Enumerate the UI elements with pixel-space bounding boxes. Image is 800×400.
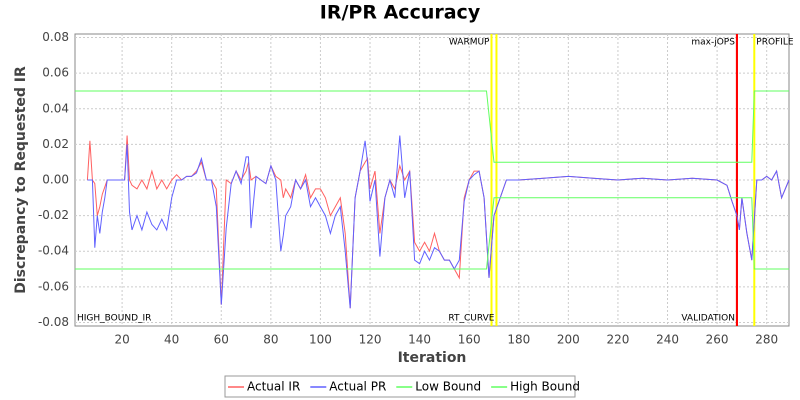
- x-tick-label: 100: [309, 333, 332, 347]
- chart-title: IR/PR Accuracy: [320, 2, 481, 24]
- marker-label: HIGH_BOUND_IR: [77, 314, 151, 324]
- x-tick-label: 40: [164, 333, 179, 347]
- legend-label: Actual PR: [329, 380, 386, 394]
- series-line: [87, 135, 790, 309]
- y-tick-label: -0.02: [38, 208, 69, 222]
- x-tick-label: 160: [458, 333, 481, 347]
- legend-label: High Bound: [510, 380, 580, 394]
- x-tick-label: 280: [755, 333, 778, 347]
- x-tick-label: 20: [114, 333, 129, 347]
- series-line: [75, 197, 789, 270]
- x-tick-label: 60: [214, 333, 229, 347]
- x-axis-label: Iteration: [398, 350, 467, 366]
- legend-label: Actual IR: [247, 380, 300, 394]
- y-tick-label: 0.00: [42, 173, 69, 187]
- y-tick-label: 0.02: [42, 137, 69, 151]
- marker-label: RT_CURVE: [448, 314, 494, 324]
- y-tick-label: 0.04: [42, 101, 69, 115]
- legend-label: Low Bound: [415, 380, 481, 394]
- y-tick-label: -0.04: [38, 244, 69, 258]
- series-line: [75, 90, 789, 163]
- x-tick-label: 240: [656, 333, 679, 347]
- x-tick-label: 200: [557, 333, 580, 347]
- marker-label: max-jOPS: [691, 38, 735, 48]
- x-tick-label: 260: [706, 333, 729, 347]
- x-tick-label: 80: [263, 333, 278, 347]
- marker-label: VALIDATION: [681, 314, 735, 324]
- y-tick-label: -0.06: [38, 279, 69, 293]
- x-tick-label: 180: [507, 333, 530, 347]
- x-tick-label: 140: [408, 333, 431, 347]
- x-tick-label: 220: [606, 333, 629, 347]
- y-tick-label: 0.06: [42, 66, 69, 80]
- x-tick-label: 120: [359, 333, 382, 347]
- marker-label: PROFILE: [756, 38, 794, 48]
- y-tick-label: -0.08: [38, 315, 69, 329]
- marker-label: WARMUP: [449, 38, 490, 48]
- y-tick-label: 0.08: [42, 30, 69, 44]
- y-axis-label: Discrepancy to Requested IR: [13, 66, 29, 294]
